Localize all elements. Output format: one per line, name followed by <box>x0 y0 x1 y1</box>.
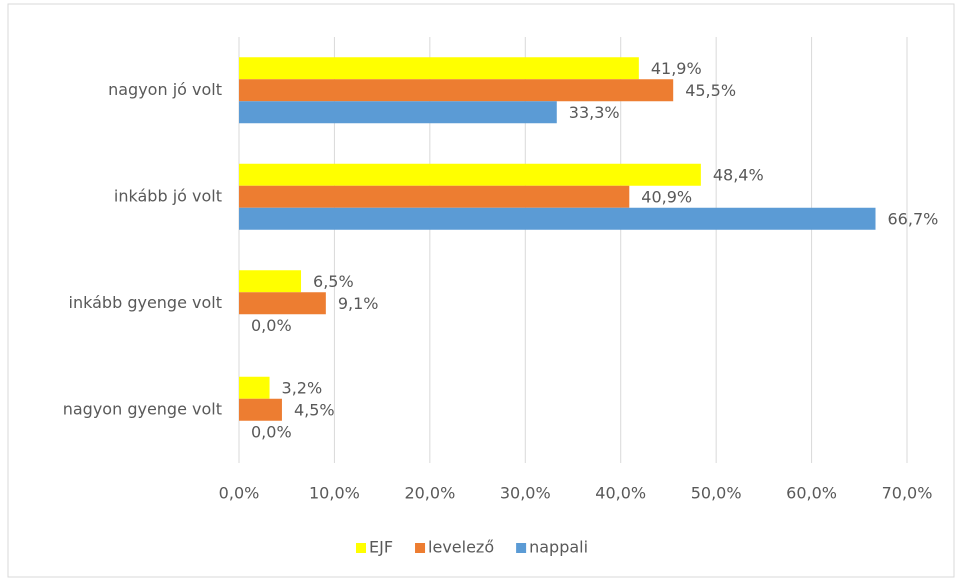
bar <box>239 163 701 186</box>
data-label: 45,5% <box>685 81 736 100</box>
x-tick-label: 60,0% <box>786 484 837 503</box>
legend-swatch <box>356 543 366 553</box>
data-label: 48,4% <box>713 165 764 184</box>
legend-label: EJF <box>369 538 393 557</box>
bar <box>239 101 557 124</box>
data-label: 6,5% <box>313 272 354 291</box>
x-tick-label: 70,0% <box>882 484 933 503</box>
x-tick-label: 0,0% <box>219 484 260 503</box>
y-tick-label: inkább jó volt <box>114 186 222 205</box>
y-tick-label: nagyon gyenge volt <box>63 399 222 418</box>
legend-swatch <box>516 543 527 553</box>
data-label: 40,9% <box>641 187 692 206</box>
bar <box>239 398 282 421</box>
bar <box>239 376 270 399</box>
data-label: 41,9% <box>651 59 702 78</box>
y-tick-label: inkább gyenge volt <box>69 293 222 312</box>
data-label: 3,2% <box>282 378 323 397</box>
bar <box>239 207 876 230</box>
x-tick-label: 10,0% <box>309 484 360 503</box>
x-tick-label: 50,0% <box>691 484 742 503</box>
legend-label: levelező <box>428 538 494 557</box>
data-label: 0,0% <box>251 422 292 441</box>
data-label: 0,0% <box>251 316 292 335</box>
bar <box>239 185 630 208</box>
bar <box>239 270 302 293</box>
data-label: 66,7% <box>888 209 939 228</box>
legend-swatch <box>415 543 426 553</box>
data-label: 33,3% <box>569 103 620 122</box>
legend-label: nappali <box>529 538 588 557</box>
data-label: 4,5% <box>294 400 335 419</box>
x-tick-label: 30,0% <box>500 484 551 503</box>
bar <box>239 57 639 80</box>
x-tick-label: 20,0% <box>404 484 455 503</box>
y-tick-label: nagyon jó volt <box>108 80 222 99</box>
x-tick-label: 40,0% <box>595 484 646 503</box>
bar <box>239 292 326 315</box>
bar <box>239 79 674 102</box>
data-label: 9,1% <box>338 294 379 313</box>
